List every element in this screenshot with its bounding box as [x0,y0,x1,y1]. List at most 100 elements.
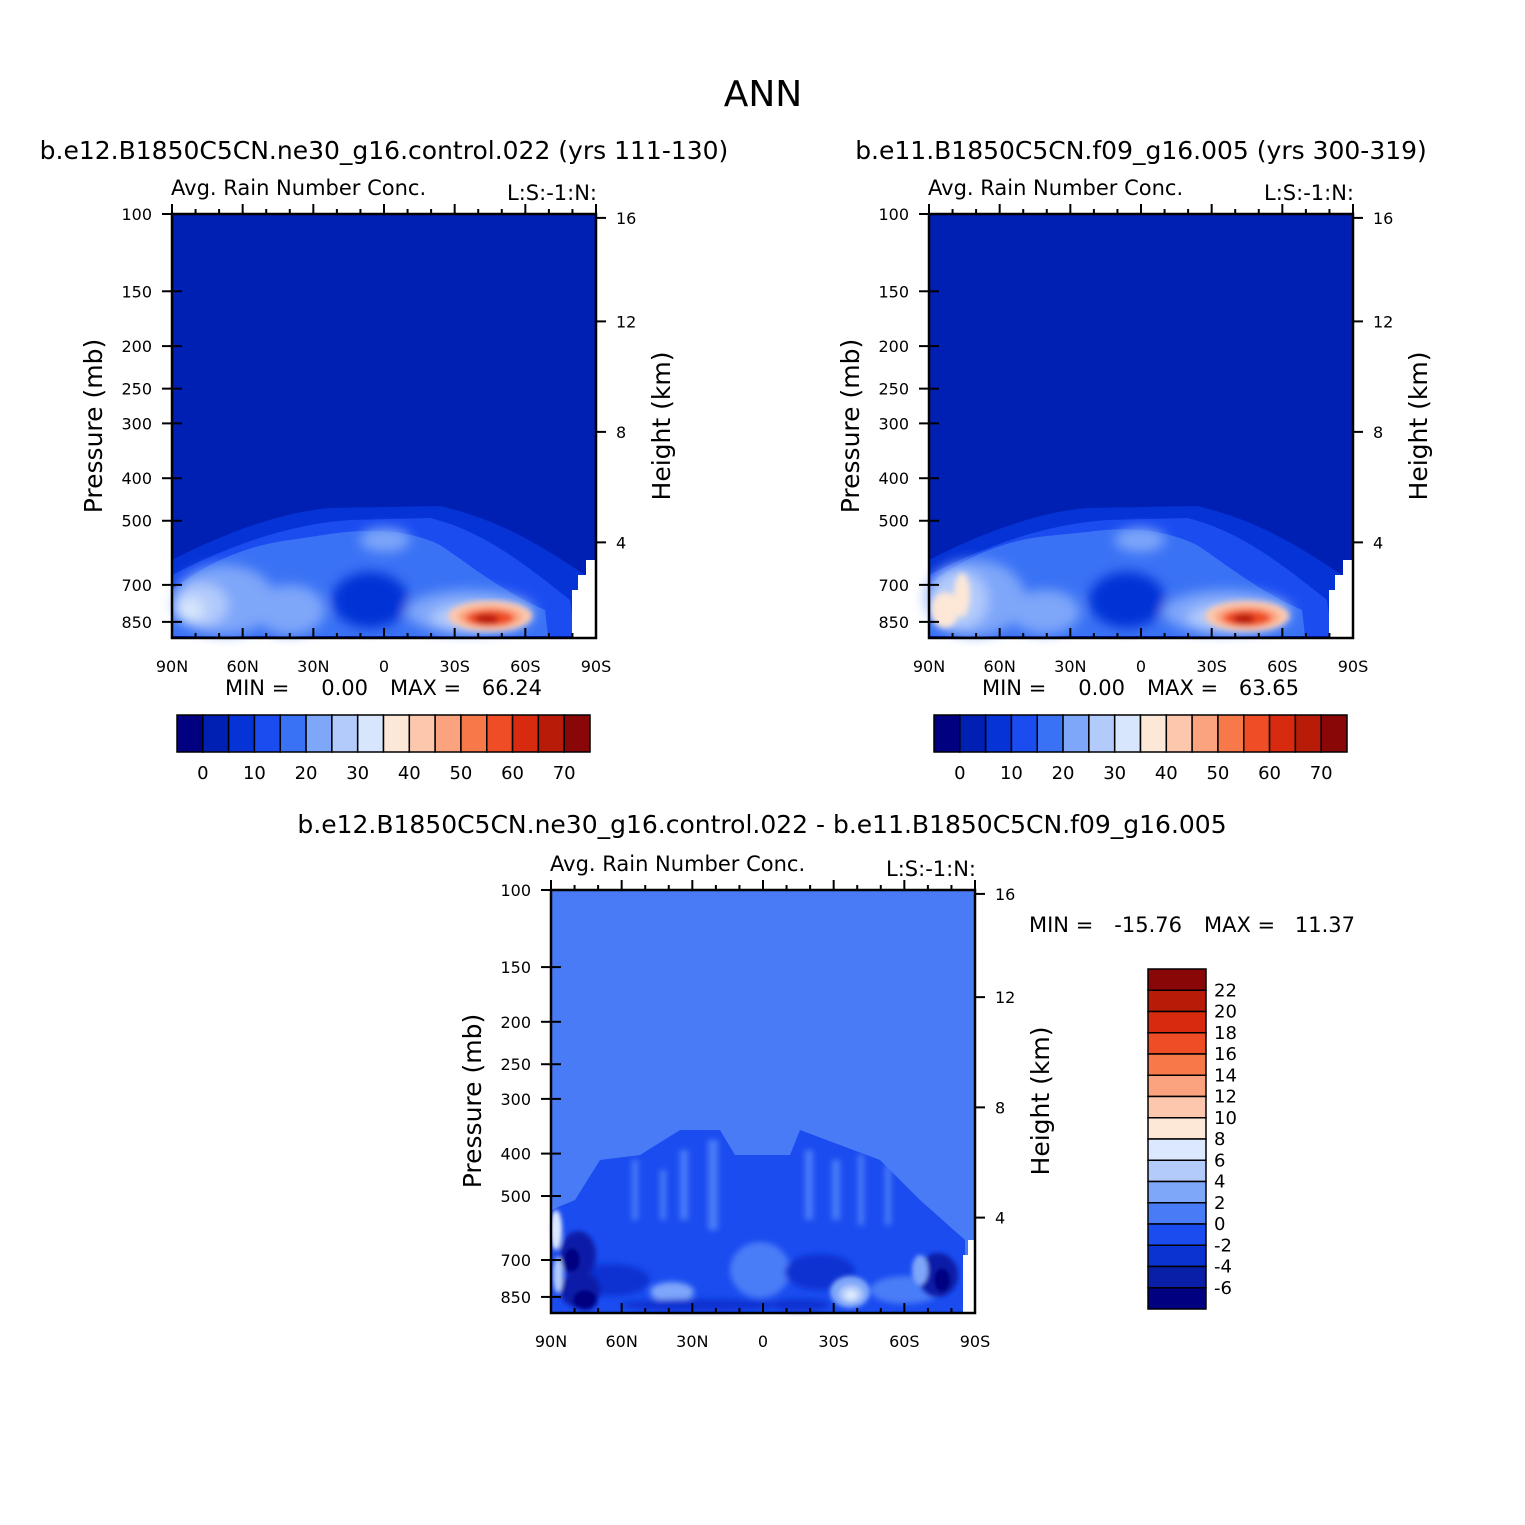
p2-x-tick-label: 90N [913,657,945,676]
panel-3: b.e12.B1850C5CN.ne30_g16.control.022 - b… [297,810,1355,1351]
p3-y-tick-label: 250 [500,1055,531,1074]
panel-1-ylabel-right: Height (km) [647,352,676,501]
p3-colorbar-box [1147,1244,1207,1268]
p2-colorbar-box [1191,714,1219,753]
p1-colorbar-box [408,714,436,753]
p2-colorbar-box [984,714,1013,753]
p3-yr-tick-label: 12 [995,988,1015,1007]
p2-colorbar-box [1113,714,1142,753]
panel-3-subtitle-right: L:S:-1:N: [886,857,976,881]
p3-colorbar-box [1147,1117,1207,1140]
p3-colorbar-label: 12 [1214,1087,1237,1108]
p3-yr-tick-label: 16 [995,885,1015,904]
p2-yr-tick-label: 8 [1373,423,1383,442]
panel-3-min-label: MIN = [1029,913,1093,937]
p2-colorbar-box [1088,714,1116,753]
p2-x-tick-label: 30N [1054,657,1086,676]
p3-y-tick-label: 850 [500,1288,531,1307]
p1-x-tick-label: 0 [379,657,389,676]
p3-colorbar-box [1147,1265,1207,1289]
p3-x-tick-label: 0 [758,1332,768,1351]
p3-colorbar-box [1147,1180,1207,1204]
p3-y-tick-label: 300 [500,1090,531,1109]
panel-3-x-axis: 90N 60N 30N 0 30S 60S 90S [535,880,990,1351]
p2-yr-tick-label: 4 [1373,533,1383,552]
p3-colorbar-box [1147,989,1207,1013]
p3-x-tick-label: 30S [818,1332,849,1351]
p1-colorbar-box [176,714,204,753]
p2-y-tick-label: 500 [878,512,909,531]
p3-y-tick-label: 150 [500,958,531,977]
p2-colorbar-label: 20 [1052,763,1075,784]
p1-y-tick-label: 400 [121,469,152,488]
p3-colorbar-label: 20 [1214,1002,1237,1023]
panel-1-title: b.e12.B1850C5CN.ne30_g16.control.022 (yr… [40,136,729,165]
p1-y-tick-label: 250 [121,380,152,399]
p2-colorbar-box [1036,714,1064,753]
p1-colorbar-label: 30 [346,763,369,784]
p3-colorbar-label: 8 [1214,1129,1225,1150]
p1-colorbar-box [434,714,462,753]
p2-colorbar-label: 30 [1103,763,1126,784]
p2-x-tick-label: 0 [1136,657,1146,676]
p1-y-tick-label: 500 [121,512,152,531]
panel-2-x-axis: 90N 60N 30N 0 30S 60S 90S [913,204,1368,676]
panel-2-ylabel: Pressure (mb) [836,339,865,513]
panel-1-y-axis: 100 150 200 250 300 400 500 700 850 [121,205,182,632]
p2-y-tick-label: 150 [878,282,909,301]
p3-colorbar-box [1147,1223,1207,1246]
panel-3-max-label: MAX = [1204,913,1275,937]
panel-1-min-value: 0.00 [321,676,368,700]
p2-colorbar-label: 40 [1155,763,1178,784]
p3-colorbar-box [1147,1032,1207,1055]
p1-colorbar-label: 0 [197,763,208,784]
p2-x-tick-label: 60N [984,657,1016,676]
p3-colorbar-box [1147,1095,1207,1119]
p1-colorbar-box [460,714,488,753]
p1-colorbar-box [486,714,514,753]
panel-2: b.e11.B1850C5CN.f09_g16.005 (yrs 300-319… [836,136,1433,784]
p2-y-tick-label: 300 [878,414,909,433]
p3-x-tick-label: 60N [606,1332,638,1351]
p3-colorbar-box [1147,1138,1207,1161]
p1-y-tick-label: 700 [121,576,152,595]
panel-1-y-axis-right: 16 12 8 4 [596,209,636,552]
p2-x-tick-label: 30S [1196,657,1227,676]
p2-y-tick-label: 200 [878,337,909,356]
p1-colorbar-label: 20 [295,763,318,784]
p1-colorbar-box [331,714,359,753]
p1-colorbar-label: 10 [243,763,266,784]
p3-colorbar-box [1147,1159,1207,1183]
panel-1-subtitle-left: Avg. Rain Number Conc. [171,176,426,200]
p1-colorbar-box [563,714,591,753]
p3-colorbar-label: 18 [1214,1023,1237,1044]
p3-colorbar-label: 22 [1214,980,1237,1001]
p3-x-tick-label: 30N [676,1332,708,1351]
p2-colorbar-box [1243,714,1271,753]
panel-1-subtitle-right: L:S:-1:N: [507,181,597,205]
p1-yr-tick-label: 12 [616,312,636,331]
p1-colorbar-box [356,714,385,753]
panel-3-subtitle-left: Avg. Rain Number Conc. [550,852,805,876]
p2-colorbar-box [1268,714,1297,753]
p3-colorbar-label: 14 [1214,1065,1237,1086]
panel-2-y-axis: 100 150 200 250 300 400 500 700 850 [878,205,939,632]
p2-colorbar-box [1010,714,1038,753]
p2-colorbar-box [1165,714,1193,753]
panel-2-lower-field [925,506,1353,638]
p2-colorbar-label: 60 [1258,763,1281,784]
panel-1-min-label: MIN = [225,676,289,700]
p2-colorbar-box [1320,714,1348,753]
p1-colorbar-label: 50 [449,763,472,784]
p1-colorbar-box [537,714,565,753]
panel-3-y-axis: 100 150 200 250 300 400 500 700 850 [500,881,561,1307]
panel-1-colorbar: 0 10 20 30 40 50 60 70 [176,714,591,784]
p3-colorbar-label: -6 [1214,1278,1232,1299]
p2-colorbar-box [1294,714,1322,753]
p1-colorbar-box [305,714,333,753]
panel-3-title: b.e12.B1850C5CN.ne30_g16.control.022 - b… [297,810,1226,839]
p2-colorbar-label: 10 [1000,763,1023,784]
p1-y-tick-label: 100 [121,205,152,224]
p2-colorbar-box [1062,714,1090,753]
panel-3-min-value: -15.76 [1114,913,1182,937]
